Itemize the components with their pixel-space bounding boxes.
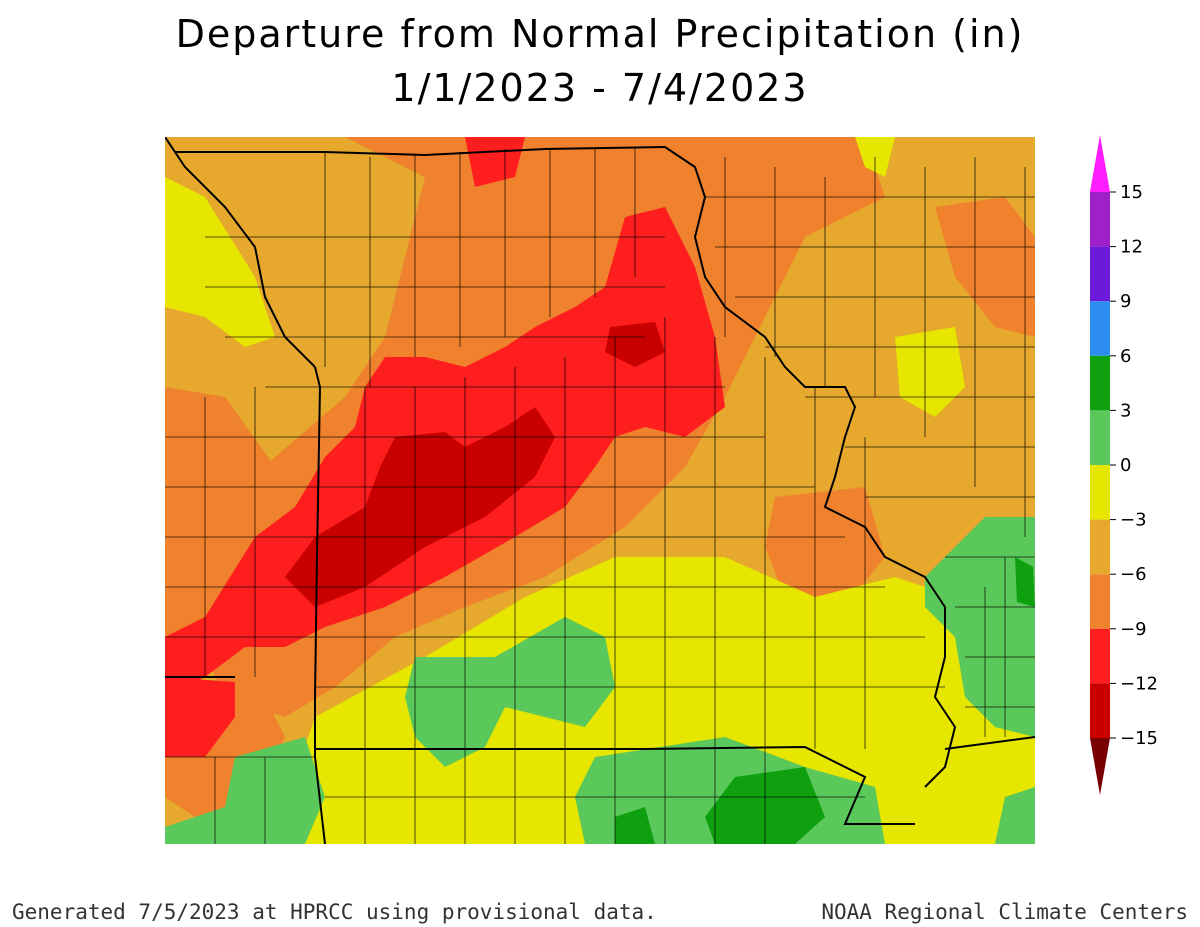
legend-tick-label: −3 <box>1120 510 1147 531</box>
legend-tick-label: 0 <box>1120 455 1131 476</box>
footer-credit: NOAA Regional Climate Centers <box>821 900 1188 924</box>
legend-ticks: 15 12 9 6 3 0 −3 −6 −9 −12 −15 <box>1110 182 1158 749</box>
color-legend: 15 12 9 6 3 0 −3 −6 −9 −12 −15 <box>1090 135 1158 795</box>
region-green-central <box>405 617 615 767</box>
legend-tick-label: −6 <box>1120 564 1147 585</box>
footer-generated-note: Generated 7/5/2023 at HPRCC using provis… <box>12 900 657 924</box>
legend-tick-label: −9 <box>1120 619 1147 640</box>
region-yellow-east <box>895 327 965 417</box>
region-green-se <box>995 787 1035 844</box>
legend-band <box>1090 301 1110 356</box>
region-yellow-south <box>225 517 1035 844</box>
region-green-east <box>925 517 1035 737</box>
legend-band <box>1090 574 1110 629</box>
legend-band <box>1090 683 1110 738</box>
region-red-southwest <box>165 677 235 757</box>
state-borders <box>165 137 1035 844</box>
legend-band <box>1090 465 1110 520</box>
map-title: Departure from Normal Precipitation (in) <box>175 12 1025 56</box>
legend-band <box>1090 246 1110 302</box>
region-green-southwest <box>165 737 325 844</box>
legend-tick-label: 9 <box>1120 291 1131 312</box>
region-darkgreen-east <box>1015 557 1035 607</box>
map-subtitle: 1/1/2023 - 7/4/2023 <box>391 66 809 110</box>
precipitation-map <box>165 137 1035 844</box>
region-orange-east <box>935 197 1035 337</box>
legend-tick-label: −12 <box>1120 673 1158 694</box>
legend-tick-label: 3 <box>1120 400 1131 421</box>
legend-tick-label: 6 <box>1120 346 1131 367</box>
legend-band <box>1090 628 1110 684</box>
legend-bottom-arrow <box>1090 738 1110 795</box>
legend-tick-label: 15 <box>1120 182 1143 203</box>
region-orange-southeast <box>765 487 885 607</box>
legend-top-arrow <box>1090 135 1110 192</box>
legend-band <box>1090 519 1110 575</box>
legend-tick-label: 12 <box>1120 237 1143 258</box>
region-yellow-nw <box>165 177 275 347</box>
region-darkgreen-sw <box>615 807 655 844</box>
legend-bands <box>1090 192 1110 738</box>
legend-band <box>1090 410 1110 465</box>
legend-tick-label: −15 <box>1120 728 1158 749</box>
legend-band <box>1090 355 1110 411</box>
region-darkred-core <box>285 407 555 607</box>
legend-band <box>1090 192 1110 247</box>
county-lines <box>165 147 1035 844</box>
region-darkred-north <box>605 322 665 367</box>
